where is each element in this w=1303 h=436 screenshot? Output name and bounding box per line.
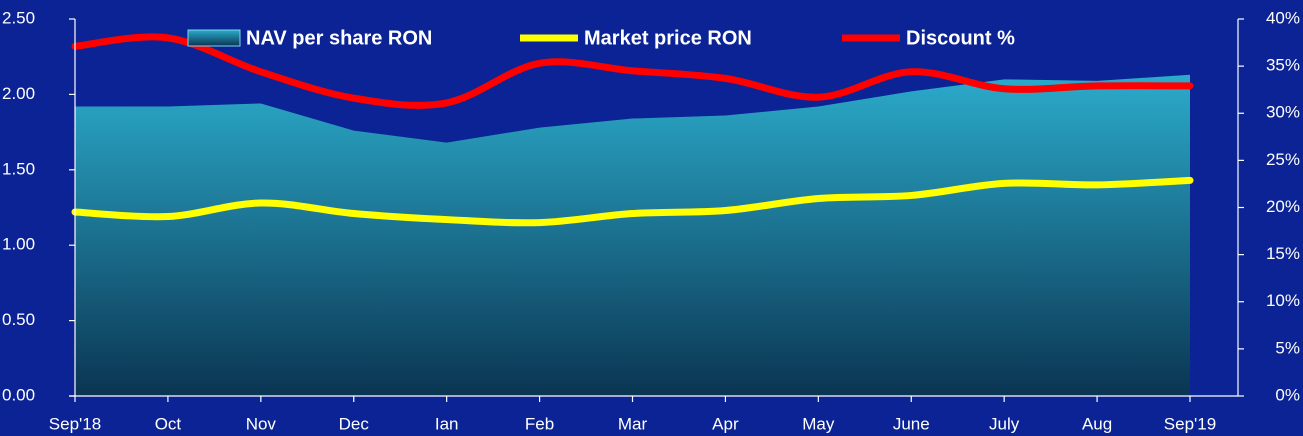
y2-tick-label: 20%: [1266, 197, 1300, 216]
x-tick-label: June: [893, 414, 930, 433]
legend-label: Discount %: [906, 27, 1015, 49]
x-tick-label: Sep'19: [1164, 414, 1216, 433]
y2-tick-label: 25%: [1266, 150, 1300, 169]
y2-tick-label: 40%: [1266, 8, 1300, 27]
y2-tick-label: 30%: [1266, 103, 1300, 122]
x-tick-label: Nov: [246, 414, 277, 433]
x-tick-label: Ian: [435, 414, 459, 433]
y-tick-label: 2.50: [2, 8, 35, 27]
x-tick-label: July: [989, 414, 1020, 433]
y-tick-label: 2.00: [2, 84, 35, 103]
y2-tick-label: 15%: [1266, 244, 1300, 263]
legend-label: Market price RON: [584, 27, 752, 49]
y2-tick-label: 35%: [1266, 56, 1300, 75]
nav-area: [75, 74, 1190, 397]
legend-label: NAV per share RON: [246, 27, 432, 49]
series-line: [71, 176, 1194, 227]
y2-tick-label: 10%: [1266, 291, 1300, 310]
y-tick-label: 1.00: [2, 235, 35, 254]
x-tick-label: May: [802, 414, 835, 433]
y2-tick-label: 0%: [1275, 385, 1300, 404]
x-tick-label: Sep'18: [49, 414, 101, 433]
y-tick-label: 1.50: [2, 159, 35, 178]
x-tick-label: Mar: [618, 414, 648, 433]
y2-tick-label: 5%: [1275, 338, 1300, 357]
x-tick-label: Oct: [155, 414, 182, 433]
y-tick-label: 0.50: [2, 310, 35, 329]
series-line: [71, 33, 1194, 109]
x-tick-label: Aug: [1082, 414, 1112, 433]
x-tick-label: Feb: [525, 414, 554, 433]
legend-swatch: [187, 29, 241, 47]
x-tick-label: Apr: [712, 414, 739, 433]
y-tick-label: 0.00: [2, 385, 35, 404]
x-tick-label: Dec: [339, 414, 370, 433]
